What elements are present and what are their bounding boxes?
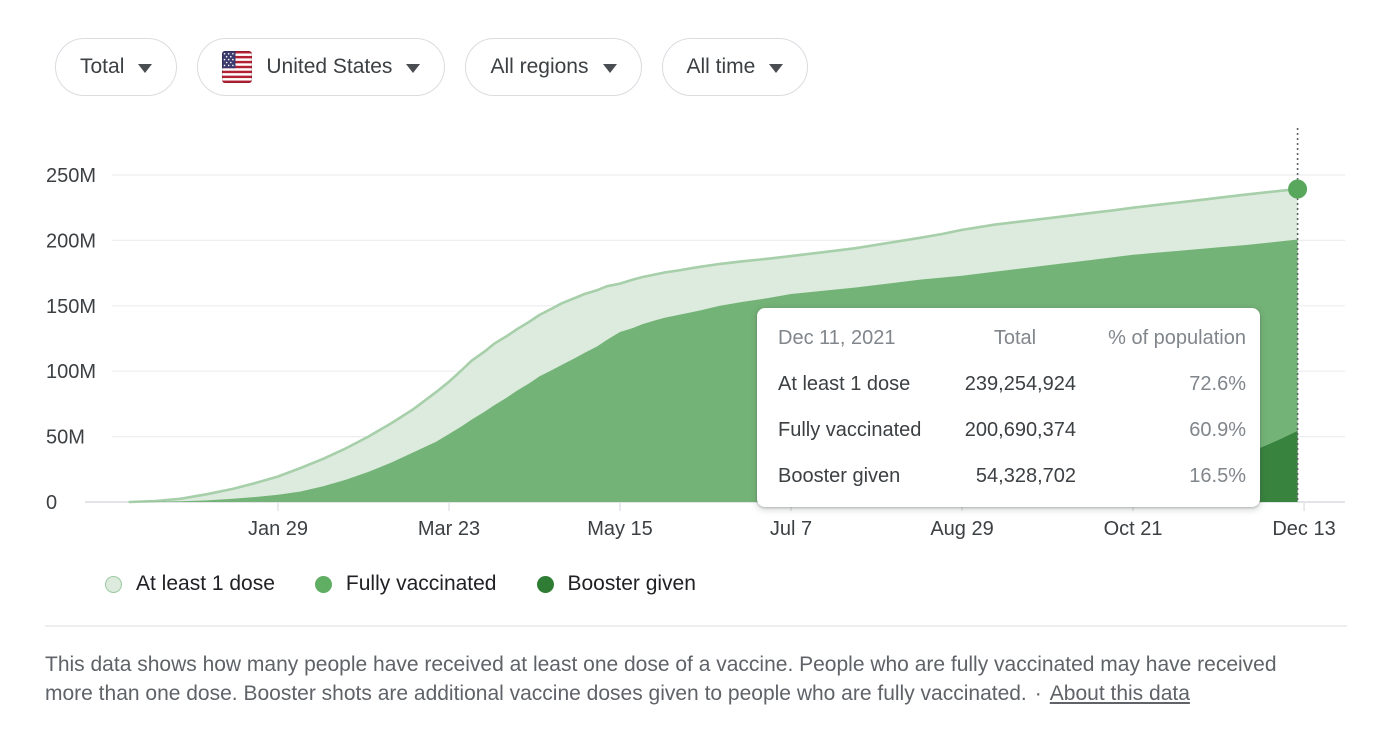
chevron-down-icon xyxy=(769,64,784,73)
y-axis-label: 250M xyxy=(46,165,96,187)
tooltip-date: Dec 11, 2021 xyxy=(778,326,896,349)
x-axis-label: Dec 13 xyxy=(1272,518,1335,540)
filter-pill-total[interactable]: Total xyxy=(55,38,178,96)
footer-description: This data shows how many people have rec… xyxy=(45,650,1315,708)
filter-pill-total-label: Total xyxy=(80,55,125,78)
tooltip-row-total: 54,328,702 xyxy=(975,464,1076,487)
footer-text: This data shows how many people have rec… xyxy=(45,653,1277,705)
filter-pill-time-label: All time xyxy=(686,55,756,78)
footer-divider xyxy=(45,625,1347,627)
legend-dot-icon xyxy=(314,575,332,593)
tooltip-row-label: Booster given xyxy=(778,464,901,487)
hover-marker-dot xyxy=(1288,179,1308,199)
chart-tooltip: Dec 11, 2021 Total % of population At le… xyxy=(757,308,1260,507)
about-data-link[interactable]: About this data xyxy=(1049,682,1190,705)
tooltip-header: Dec 11, 2021 Total % of population xyxy=(778,323,1246,353)
chart-legend: At least 1 dose Fully vaccinated Booster… xyxy=(105,572,696,596)
legend-item-fully-vaccinated: Fully vaccinated xyxy=(314,572,497,596)
legend-item-at-least-1-dose: At least 1 dose xyxy=(105,572,275,596)
tooltip-col-total: Total xyxy=(993,326,1037,349)
x-axis-label: Aug 29 xyxy=(930,518,993,540)
tooltip-row: At least 1 dose 239,254,924 72.6% xyxy=(778,369,1246,399)
filter-pill-country-label: United States xyxy=(266,55,393,78)
tooltip-row-percent: 60.9% xyxy=(1189,418,1246,441)
tooltip-row: Booster given 54,328,702 16.5% xyxy=(778,461,1246,491)
x-axis-label: Jul 7 xyxy=(770,518,812,540)
legend-dot-icon xyxy=(105,575,122,593)
filter-bar: Total xyxy=(55,38,809,96)
y-axis-label: 200M xyxy=(46,230,96,252)
tooltip-row-total: 200,690,374 xyxy=(964,418,1076,441)
x-axis-label: May 15 xyxy=(587,518,653,540)
chevron-down-icon xyxy=(406,64,421,73)
y-axis-label: 100M xyxy=(46,361,96,383)
y-axis-label: 150M xyxy=(46,296,96,318)
filter-pill-country[interactable]: United States xyxy=(197,38,446,96)
tooltip-row-percent: 16.5% xyxy=(1189,464,1246,487)
tooltip-row-percent: 72.6% xyxy=(1189,372,1246,395)
legend-item-booster-given: Booster given xyxy=(536,572,696,596)
tooltip-row-label: Fully vaccinated xyxy=(778,418,922,441)
x-axis-label: Jan 29 xyxy=(248,518,308,540)
x-axis-label: Oct 21 xyxy=(1104,518,1163,540)
y-axis-label: 50M xyxy=(46,427,85,449)
chevron-down-icon xyxy=(138,64,153,73)
chevron-down-icon xyxy=(602,64,617,73)
us-flag-icon xyxy=(222,51,253,83)
tooltip-row: Fully vaccinated 200,690,374 60.9% xyxy=(778,415,1246,445)
legend-item-label: Booster given xyxy=(567,572,696,595)
filter-pill-regions-label: All regions xyxy=(490,55,589,78)
tooltip-col-percent: % of population xyxy=(1108,326,1246,349)
tooltip-row-label: At least 1 dose xyxy=(778,372,911,395)
legend-dot-icon xyxy=(536,575,554,593)
filter-pill-regions[interactable]: All regions xyxy=(465,38,642,96)
y-axis-label: 0 xyxy=(46,492,57,514)
area-top-stroke xyxy=(128,187,1299,504)
legend-item-label: At least 1 dose xyxy=(136,572,275,595)
x-axis-label: Mar 23 xyxy=(418,518,480,540)
legend-item-label: Fully vaccinated xyxy=(345,572,497,595)
dot-separator: · xyxy=(1034,682,1042,705)
filter-pill-time[interactable]: All time xyxy=(661,38,809,96)
tooltip-row-total: 239,254,924 xyxy=(964,372,1076,395)
